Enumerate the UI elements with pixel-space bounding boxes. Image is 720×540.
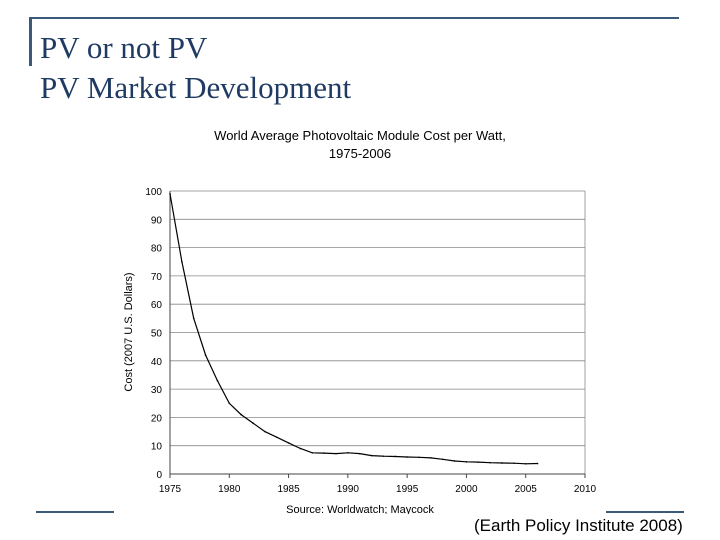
source-note: (Earth Policy Institute 2008) [474, 516, 683, 535]
cost-per-watt-chart: World Average Photovoltaic Module Cost p… [123, 128, 597, 514]
x-tick-label: 2005 [515, 484, 538, 495]
data-point [536, 462, 539, 465]
data-point [465, 461, 468, 463]
data-point [453, 460, 456, 462]
y-tick-label: 100 [145, 187, 162, 198]
slide-title-line-2: PV Market Development [40, 70, 352, 105]
data-point [228, 402, 231, 405]
x-tick-label: 1980 [218, 484, 241, 495]
slide-title: PV or not PV PV Market Development [40, 28, 351, 108]
y-tick-label: 0 [156, 470, 162, 481]
data-point [192, 317, 195, 320]
y-tick-label: 90 [151, 215, 163, 226]
title-divider-line [29, 17, 679, 19]
x-tick-label: 1985 [277, 484, 300, 495]
x-tick-labels: 1975 1980 1985 1990 1995 2000 2005 2010 [159, 484, 597, 495]
data-point [477, 461, 480, 463]
data-point [287, 442, 290, 444]
data-point [370, 454, 373, 457]
title-accent-bar [29, 17, 32, 66]
data-point [441, 458, 444, 461]
y-tick-label: 30 [151, 385, 163, 396]
data-point [335, 452, 337, 455]
data-point [501, 462, 503, 464]
x-tick-label: 1975 [159, 484, 182, 495]
data-point [489, 461, 491, 464]
y-tick-label: 40 [151, 357, 163, 368]
chart-source: Source: Worldwatch; Maycock [286, 504, 434, 514]
data-point [311, 451, 314, 454]
slide-title-line-1: PV or not PV [40, 30, 208, 65]
data-point [513, 462, 515, 465]
x-tick-label: 1990 [337, 484, 360, 495]
cost-series-points [169, 193, 539, 465]
y-tick-label: 50 [151, 329, 163, 340]
y-tick-labels: 0 10 20 30 40 50 60 70 80 90 100 [145, 187, 162, 481]
grid-lines [169, 190, 586, 478]
data-point [430, 457, 432, 459]
data-point [347, 451, 349, 454]
x-tick-label: 1995 [396, 484, 419, 495]
data-point [358, 452, 361, 455]
data-point [382, 455, 385, 457]
data-point [240, 413, 242, 416]
y-tick-label: 20 [151, 413, 163, 424]
y-tick-label: 60 [151, 300, 163, 311]
data-point [275, 436, 278, 439]
x-tick-label: 2000 [455, 484, 478, 495]
data-point [406, 456, 408, 458]
data-point [524, 463, 527, 465]
y-tick-label: 80 [151, 244, 163, 255]
footer-line-left [36, 511, 114, 513]
data-point [169, 193, 171, 195]
data-point [216, 379, 219, 382]
data-point [204, 354, 207, 356]
data-point [252, 422, 254, 424]
chart-subtitle: 1975-2006 [329, 146, 391, 161]
data-point [418, 456, 420, 459]
footer-line-right [606, 511, 684, 513]
cost-series-line [169, 193, 538, 465]
data-point [323, 452, 325, 454]
data-point [181, 260, 183, 263]
data-point [394, 455, 397, 458]
chart-title: World Average Photovoltaic Module Cost p… [214, 128, 506, 143]
y-tick-label: 10 [151, 442, 163, 453]
data-point [264, 430, 266, 433]
y-axis-label: Cost (2007 U.S. Dollars) [123, 272, 135, 391]
x-tick-label: 2010 [574, 484, 597, 495]
data-point [299, 447, 302, 450]
y-tick-label: 70 [151, 272, 163, 283]
